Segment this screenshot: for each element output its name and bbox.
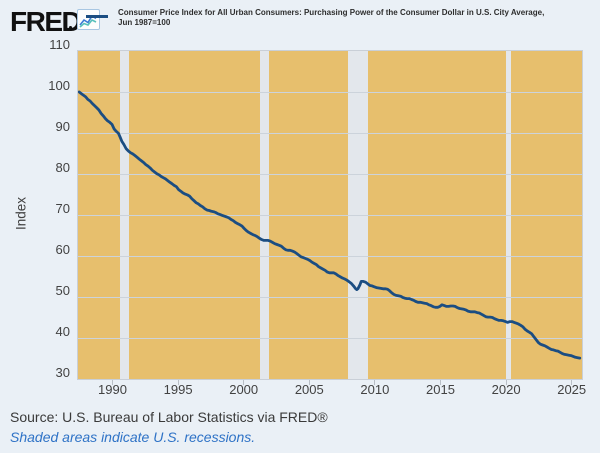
x-axis-tick-label: 2020 bbox=[491, 382, 521, 397]
source-line: Source: U.S. Bureau of Labor Statistics … bbox=[10, 409, 328, 425]
x-axis-tick-label: 2005 bbox=[294, 382, 324, 397]
series-title-line1: Consumer Price Index for All Urban Consu… bbox=[118, 8, 545, 17]
recession-note: Shaded areas indicate U.S. recessions. bbox=[10, 429, 256, 445]
fred-logo-registered-mark bbox=[69, 26, 72, 29]
x-axis-tick-label: 1995 bbox=[163, 382, 193, 397]
x-axis-tick-mark bbox=[243, 380, 245, 385]
x-axis-tick-mark bbox=[440, 380, 441, 385]
gridline bbox=[78, 256, 582, 257]
data-line-layer bbox=[78, 90, 582, 360]
y-axis-tick-label: 110 bbox=[49, 37, 70, 52]
gridline bbox=[78, 338, 582, 339]
fred-logo: FRED bbox=[10, 6, 82, 37]
gridline bbox=[78, 297, 582, 298]
x-axis-tick-label: 2025 bbox=[557, 382, 587, 397]
x-axis-tick-label: 1990 bbox=[98, 382, 127, 397]
x-axis-tick-mark bbox=[112, 380, 113, 385]
data-line bbox=[78, 90, 582, 360]
y-axis-tick-label: 80 bbox=[55, 160, 70, 175]
y-axis-tick-label: 70 bbox=[55, 201, 70, 216]
plot-area bbox=[77, 50, 583, 380]
gridline bbox=[78, 92, 582, 93]
y-axis-tick-label: 60 bbox=[55, 242, 70, 257]
series-title: Consumer Price Index for All Urban Consu… bbox=[118, 8, 590, 28]
legend-line-swatch bbox=[86, 15, 108, 18]
x-axis-tick-mark bbox=[177, 380, 179, 385]
x-axis-tick-label: 2010 bbox=[360, 382, 390, 397]
x-axis-tick-mark bbox=[571, 380, 573, 385]
gridline bbox=[78, 133, 582, 134]
series-title-line2: Jun 1987=100 bbox=[118, 18, 171, 27]
fred-sparkline-icon bbox=[77, 9, 100, 30]
x-axis-tick-mark bbox=[374, 380, 376, 385]
y-axis-tick-label: 50 bbox=[55, 283, 70, 298]
y-axis-tick-label: 30 bbox=[55, 365, 70, 380]
x-axis-tick-mark bbox=[308, 380, 310, 385]
x-axis-tick-mark bbox=[505, 380, 507, 385]
y-axis-tick-label: 100 bbox=[48, 78, 70, 93]
gridline bbox=[78, 215, 582, 216]
x-axis-tick-label: 2015 bbox=[426, 382, 455, 397]
y-axis-tick-label: 40 bbox=[55, 324, 70, 339]
y-axis-tick-label: 90 bbox=[55, 119, 70, 134]
x-axis-tick-label: 2000 bbox=[229, 382, 259, 397]
gridline bbox=[78, 174, 582, 175]
